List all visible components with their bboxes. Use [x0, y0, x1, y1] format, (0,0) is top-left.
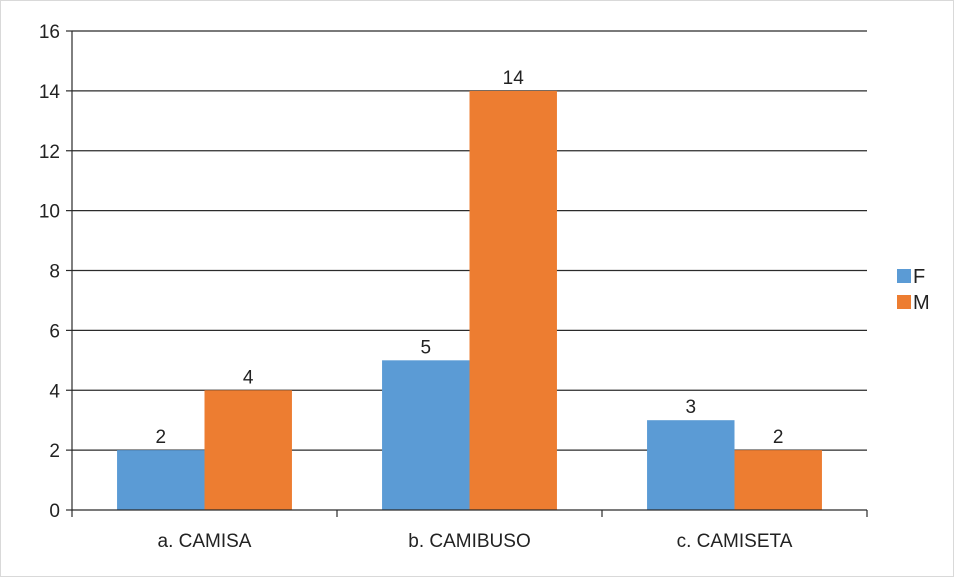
bar-f-2 — [647, 420, 735, 510]
bar-f-0 — [117, 450, 205, 510]
legend-swatch-f — [897, 269, 911, 283]
y-tick-label: 2 — [49, 441, 60, 462]
data-label: 14 — [503, 68, 525, 89]
y-tick-label: 6 — [49, 321, 60, 342]
bar-m-1 — [469, 90, 557, 510]
data-label: 5 — [420, 337, 431, 358]
y-tick-label: 14 — [39, 82, 61, 103]
bars — [117, 90, 822, 510]
bar-m-2 — [734, 450, 822, 510]
y-tick-label: 10 — [39, 202, 60, 223]
legend: FM — [897, 266, 930, 314]
legend-label-m: M — [913, 292, 930, 314]
data-label: 2 — [155, 427, 166, 448]
legend-label-f: F — [913, 266, 925, 288]
data-label: 4 — [243, 367, 254, 388]
y-tick-label: 12 — [39, 142, 60, 163]
y-tick-label: 4 — [49, 381, 60, 402]
bar-m-0 — [204, 390, 292, 510]
y-tick-label: 16 — [39, 22, 60, 43]
x-category-label: a. CAMISA — [158, 531, 252, 552]
x-category-label: c. CAMISETA — [677, 531, 793, 552]
y-tick-label: 0 — [49, 501, 60, 522]
y-tick-label: 8 — [49, 262, 60, 283]
x-category-label: b. CAMIBUSO — [408, 531, 530, 552]
labels: 0 2 4 6 8 10 12 14 16 2 4 a. CAMISA 5 14 b. CAMIBUSO 3 2… — [39, 22, 793, 552]
bar-f-1 — [382, 360, 470, 510]
legend-swatch-m — [897, 295, 911, 309]
axes — [66, 30, 868, 517]
data-label: 2 — [773, 427, 784, 448]
data-label: 3 — [685, 397, 696, 418]
